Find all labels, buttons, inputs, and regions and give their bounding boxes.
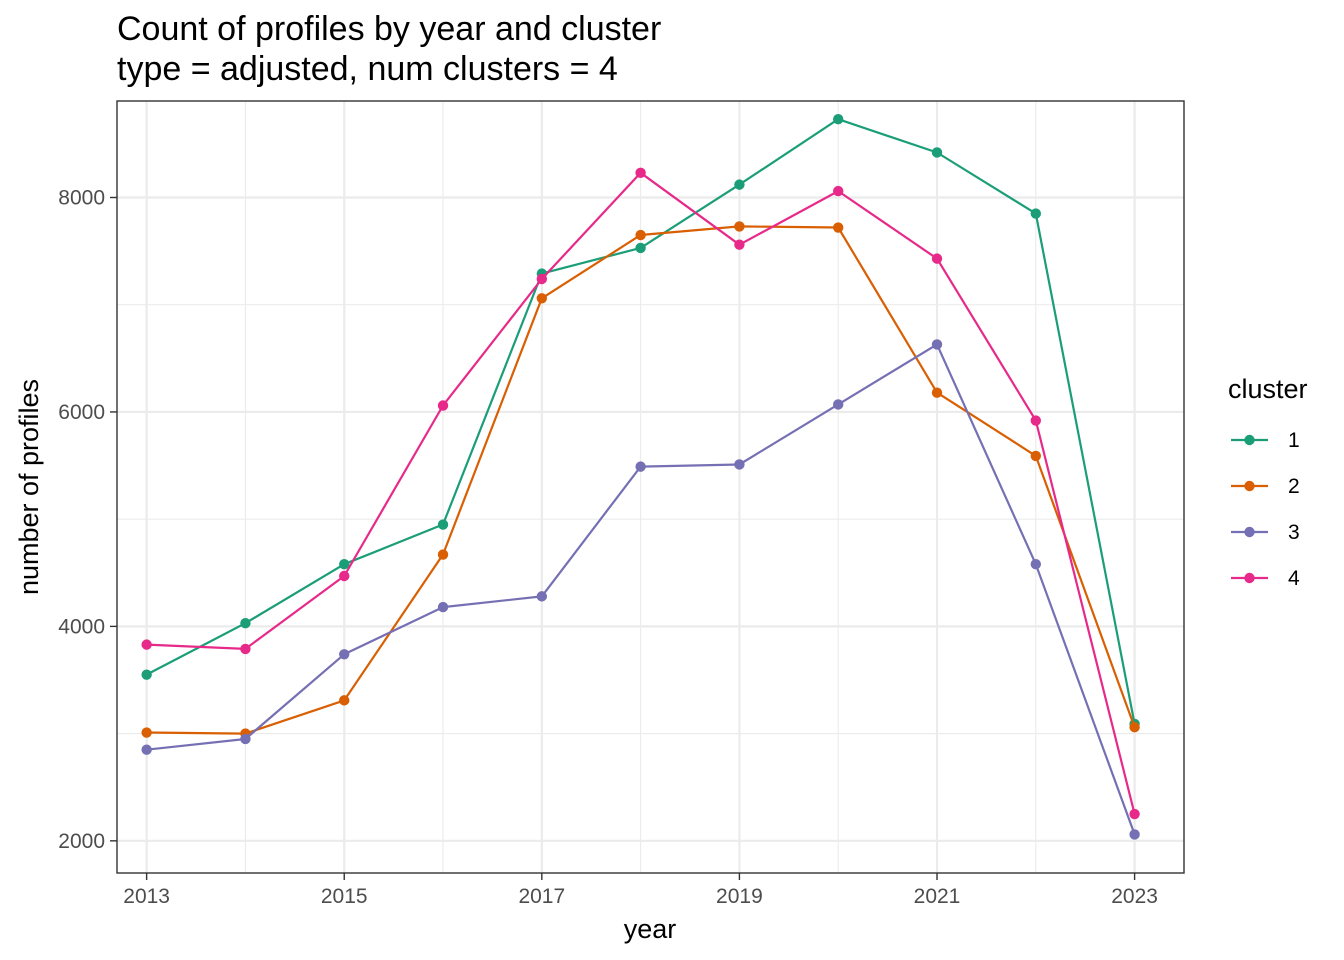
y-tick-label: 4000 xyxy=(58,615,105,638)
x-tick-label: 2013 xyxy=(123,885,170,908)
data-point-cluster-1 xyxy=(240,618,250,628)
legend-label: 1 xyxy=(1288,429,1300,452)
data-point-cluster-2 xyxy=(1031,451,1041,461)
data-point-cluster-3 xyxy=(1031,559,1041,569)
data-point-cluster-1 xyxy=(438,519,448,529)
y-axis-label: number of profiles xyxy=(14,379,44,595)
data-point-cluster-3 xyxy=(240,734,250,744)
x-tick-label: 2021 xyxy=(914,885,961,908)
data-point-cluster-2 xyxy=(932,387,942,397)
data-point-cluster-1 xyxy=(1031,208,1041,218)
legend-title: cluster xyxy=(1228,374,1308,404)
data-point-cluster-1 xyxy=(141,669,151,679)
data-point-cluster-4 xyxy=(438,400,448,410)
panel-border xyxy=(117,101,1184,873)
data-point-cluster-2 xyxy=(833,222,843,232)
data-point-cluster-4 xyxy=(1129,809,1139,819)
data-point-cluster-3 xyxy=(833,399,843,409)
legend-key-point xyxy=(1244,481,1254,491)
y-tick-label: 8000 xyxy=(58,187,105,210)
data-point-cluster-2 xyxy=(141,727,151,737)
legend-key-point xyxy=(1244,573,1254,583)
data-point-cluster-2 xyxy=(537,293,547,303)
data-point-cluster-1 xyxy=(932,147,942,157)
data-point-cluster-4 xyxy=(734,239,744,249)
data-point-cluster-2 xyxy=(635,230,645,240)
data-point-cluster-4 xyxy=(932,253,942,263)
chart-title: Count of profiles by year and cluster xyxy=(117,10,661,48)
y-tick-label: 6000 xyxy=(58,401,105,424)
legend-label: 4 xyxy=(1288,567,1300,590)
legend: cluster 1 2 3 4 xyxy=(1228,374,1308,590)
data-point-cluster-1 xyxy=(833,114,843,124)
legend-key-point xyxy=(1244,527,1254,537)
x-tick-label: 2019 xyxy=(716,885,763,908)
legend-key-point xyxy=(1244,435,1254,445)
y-tick-label: 2000 xyxy=(58,830,105,853)
data-point-cluster-4 xyxy=(537,274,547,284)
data-point-cluster-1 xyxy=(635,243,645,253)
data-point-cluster-4 xyxy=(141,639,151,649)
data-point-cluster-2 xyxy=(734,221,744,231)
data-point-cluster-2 xyxy=(1129,722,1139,732)
data-point-cluster-3 xyxy=(635,461,645,471)
data-point-cluster-4 xyxy=(833,186,843,196)
x-tick-label: 2023 xyxy=(1111,885,1158,908)
data-point-cluster-3 xyxy=(141,744,151,754)
line-chart: Count of profiles by year and cluster ty… xyxy=(0,0,1344,960)
data-point-cluster-4 xyxy=(339,571,349,581)
x-axis-label: year xyxy=(624,914,677,944)
legend-label: 3 xyxy=(1288,521,1300,544)
chart-subtitle: type = adjusted, num clusters = 4 xyxy=(117,50,618,88)
data-point-cluster-4 xyxy=(1031,415,1041,425)
data-point-cluster-4 xyxy=(635,168,645,178)
data-point-cluster-3 xyxy=(339,649,349,659)
data-point-cluster-3 xyxy=(734,459,744,469)
data-point-cluster-1 xyxy=(734,179,744,189)
x-tick-label: 2017 xyxy=(518,885,565,908)
axes: 2013 2015 2017 2019 2021 2023 2000 4000 6000 8000 xyxy=(58,187,1158,909)
data-point-cluster-3 xyxy=(438,602,448,612)
data-point-cluster-3 xyxy=(1129,829,1139,839)
data-point-cluster-3 xyxy=(537,591,547,601)
data-point-cluster-4 xyxy=(240,644,250,654)
data-point-cluster-3 xyxy=(932,339,942,349)
data-point-cluster-2 xyxy=(339,695,349,705)
grid-lines xyxy=(117,101,1184,873)
data-point-cluster-2 xyxy=(438,549,448,559)
x-tick-label: 2015 xyxy=(321,885,368,908)
legend-label: 2 xyxy=(1288,475,1300,498)
